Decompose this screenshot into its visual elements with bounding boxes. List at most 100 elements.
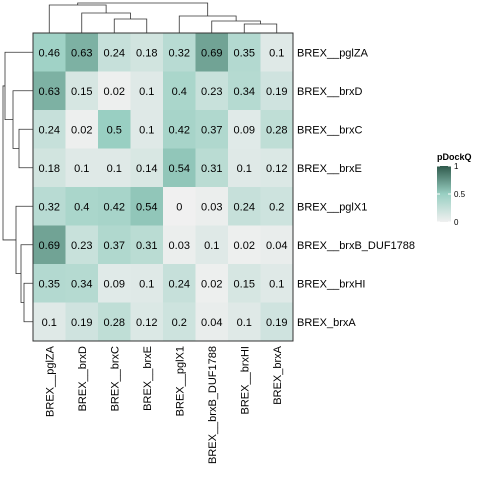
cell-value-label: 0.09	[104, 278, 125, 290]
cell-value-label: 0.69	[39, 240, 60, 252]
dendrogram-link	[23, 282, 33, 323]
cell-value-label: 0.35	[234, 47, 255, 59]
heatmap-cell	[163, 187, 196, 226]
cell-value-label: 0.15	[71, 86, 92, 98]
heatmap-cell	[33, 187, 66, 226]
dendrogram-link	[4, 51, 33, 121]
column-labels: BREX__pglZA BREX__brxD BREX__brxC BREX__brx…	[44, 345, 284, 464]
cell-value-label: 0.19	[266, 317, 287, 329]
heatmap-cell	[98, 264, 131, 303]
cell-value-label: 0.63	[71, 47, 92, 59]
legend-title: pDockQ	[437, 152, 472, 162]
heatmap-cells: 0.46 0.63 0.24 0.18 0.32 0.69 0.35 0.1 0.63 0.15 0…	[32, 32, 294, 342]
heatmap-cell	[195, 33, 229, 72]
cell-value-label: 0.32	[169, 47, 190, 59]
heatmap-cell	[228, 264, 261, 303]
heatmap-cell	[130, 71, 164, 111]
heatmap-cell	[33, 110, 66, 149]
row-label: BREX__pglX1	[297, 201, 367, 213]
cell-value-label: 0.18	[136, 47, 157, 59]
heatmap-cell	[98, 33, 131, 72]
cell-value-label: 0.02	[234, 240, 255, 252]
row-label: BREX__brxHI	[297, 278, 365, 290]
cell-value-label: 0.1	[269, 278, 284, 290]
color-legend: pDockQ 0 0.5 1	[437, 152, 472, 227]
dendrogram-link	[2, 85, 16, 241]
heatmap-cell	[195, 110, 229, 149]
cell-value-label: 0.37	[201, 124, 222, 136]
heatmap-cell	[98, 110, 131, 149]
heatmap-cell	[195, 71, 229, 111]
heatmap-cell	[98, 225, 131, 265]
cell-value-label: 0.18	[39, 163, 60, 175]
legend-tick-label: 1	[454, 162, 459, 171]
heatmap-cell	[33, 33, 66, 72]
heatmap-cell	[65, 302, 99, 342]
column-dendrogram	[48, 2, 278, 33]
cell-value-label: 0.28	[104, 317, 125, 329]
heatmap-cell	[163, 148, 196, 188]
dendrogram-link	[20, 244, 33, 303]
cell-value-label: 0.24	[169, 278, 190, 290]
cell-value-label: 0.63	[39, 86, 60, 98]
heatmap-cell	[33, 71, 66, 111]
heatmap-cell	[228, 33, 261, 72]
heatmap-cell	[260, 33, 294, 72]
heatmap-cell	[228, 225, 261, 265]
heatmap-cell	[260, 187, 294, 226]
cell-value-label: 0.37	[104, 240, 125, 252]
heatmap-cell	[65, 225, 99, 265]
cell-value-label: 0.5	[107, 124, 122, 136]
cell-value-label: 0.1	[139, 278, 154, 290]
cell-value-label: 0.15	[234, 278, 255, 290]
heatmap-cell	[65, 264, 99, 303]
cell-value-label: 0.54	[136, 201, 157, 213]
cell-value-label: 0.03	[201, 201, 222, 213]
cell-value-label: 0.02	[201, 278, 222, 290]
legend-tick-label: 0	[454, 218, 459, 227]
cell-value-label: 0.02	[71, 124, 92, 136]
heatmap-cell	[228, 187, 261, 226]
cell-value-label: 0.4	[172, 86, 187, 98]
heatmap-cell	[33, 148, 66, 188]
cell-value-label: 0.23	[201, 86, 222, 98]
cell-value-label: 0.02	[104, 86, 125, 98]
heatmap-cell	[33, 225, 66, 265]
column-label: BREX__brxB_DUF1788	[207, 346, 219, 464]
heatmap-cell	[195, 225, 229, 265]
column-label: BREX__brxE	[142, 346, 154, 411]
dendrogram-link	[48, 4, 107, 33]
row-dendrogram	[2, 51, 33, 323]
cell-value-label: 0.1	[42, 317, 57, 329]
cell-value-label: 0.24	[39, 124, 60, 136]
heatmap-cell	[163, 264, 196, 303]
dendrogram-link	[243, 23, 278, 33]
cell-value-label: 0.04	[201, 317, 222, 329]
heatmap-cell	[163, 110, 196, 149]
heatmap-cell	[98, 148, 131, 188]
cell-value-label: 0.09	[234, 124, 255, 136]
column-label: BREX__brxD	[77, 346, 89, 411]
cell-value-label: 0.14	[136, 163, 157, 175]
cell-value-label: 0.46	[39, 47, 60, 59]
cell-value-label: 0.1	[107, 163, 122, 175]
cell-value-label: 0.42	[169, 124, 190, 136]
heatmap-cell	[33, 264, 66, 303]
row-label: BREX__brxE	[297, 163, 362, 175]
row-label: BREX_brxA	[297, 317, 356, 329]
heatmap-cell	[195, 264, 229, 303]
dendrogram-link	[12, 90, 33, 149]
heatmap-cell	[260, 71, 294, 111]
cell-value-label: 0.12	[136, 317, 157, 329]
cell-value-label: 0.35	[39, 278, 60, 290]
cell-value-label: 0.4	[74, 201, 89, 213]
heatmap-cell	[260, 302, 294, 342]
cell-value-label: 0.24	[104, 47, 125, 59]
heatmap-cell	[130, 187, 164, 226]
cell-value-label: 0.1	[139, 86, 154, 98]
heatmap-cell	[130, 264, 164, 303]
heatmap-cell	[195, 148, 229, 188]
cell-value-label: 0.1	[74, 163, 89, 175]
cell-value-label: 0.1	[237, 317, 252, 329]
column-label: BREX__pglZA	[44, 345, 56, 417]
